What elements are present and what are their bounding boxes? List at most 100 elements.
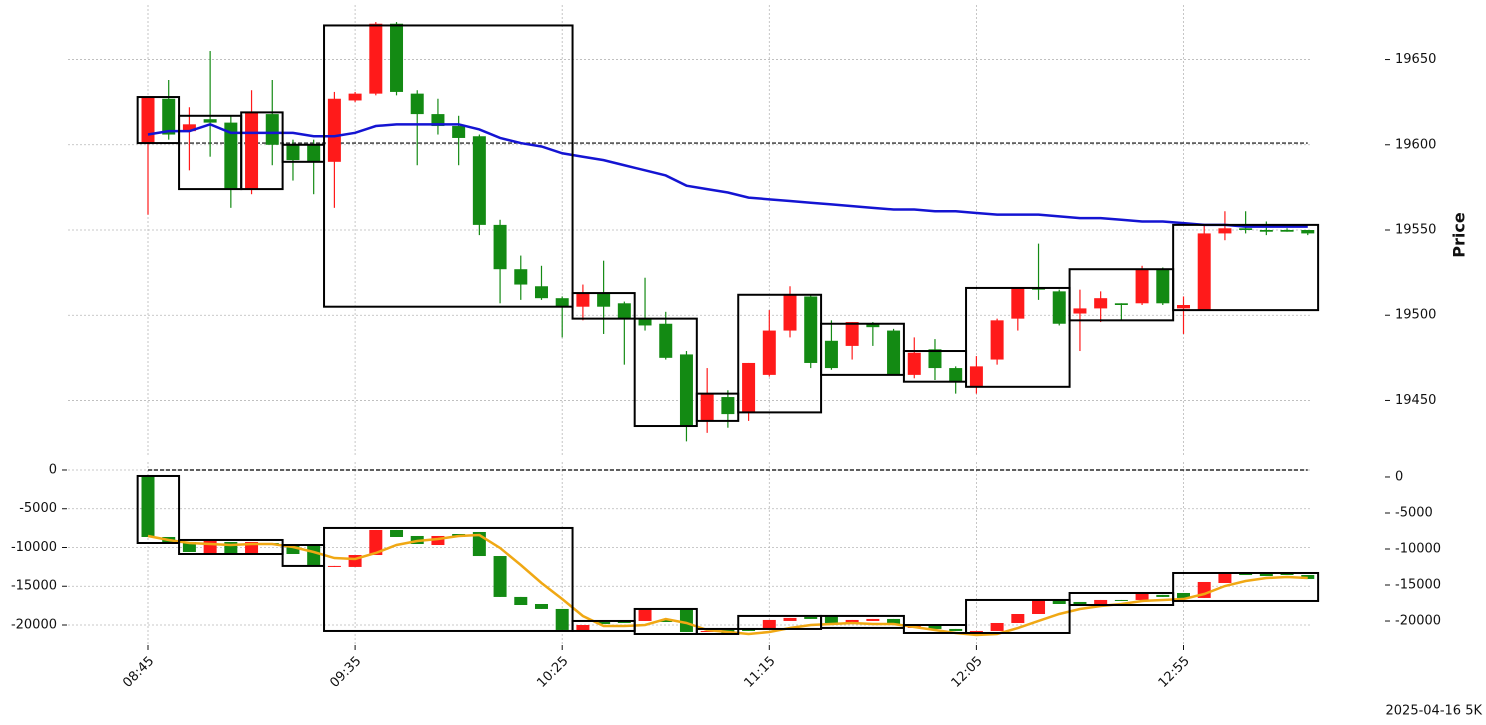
candle-body	[410, 93, 424, 115]
candle-body	[990, 320, 1004, 360]
candle-body	[845, 619, 859, 623]
candle-body	[182, 124, 196, 132]
candle-body	[286, 545, 300, 555]
y-axis-label: Price	[1450, 212, 1469, 258]
y-tick-label: 19550	[1395, 223, 1436, 238]
candle-body	[203, 119, 217, 123]
y-tick-label: 19600	[1395, 137, 1436, 152]
candle-body	[1239, 228, 1253, 230]
candle-body	[1052, 291, 1066, 324]
candle-body	[990, 622, 1004, 631]
candle-body	[162, 98, 176, 135]
range-box	[1172, 571, 1320, 602]
candle-body	[307, 545, 321, 566]
candle-body	[887, 330, 901, 375]
range-box	[965, 286, 1071, 388]
candle-body	[431, 535, 445, 546]
x-tick-label: 09:35	[327, 654, 364, 691]
candle-body	[638, 608, 652, 621]
candle-body	[472, 136, 486, 225]
candle-body	[742, 628, 756, 631]
candle-body	[824, 340, 838, 369]
candle-body	[1114, 599, 1128, 601]
candle-body	[887, 618, 901, 624]
candle-body	[721, 397, 735, 415]
candle-body	[224, 541, 238, 553]
candle-body	[286, 144, 300, 161]
line-series	[147, 122, 1308, 228]
candle-body	[369, 529, 383, 556]
candle-body	[1011, 287, 1025, 319]
x-tick-label: 12:05	[949, 654, 986, 691]
candle-body	[679, 354, 693, 427]
candle-body	[845, 322, 859, 346]
candle-body	[762, 619, 776, 629]
footer: 2025-04-16 5K	[1386, 704, 1483, 719]
y2-tick-label: -10000	[1395, 541, 1441, 556]
candle-body	[1114, 303, 1128, 305]
candle-body	[245, 541, 259, 553]
range-box	[820, 322, 905, 376]
candle-body	[493, 556, 507, 597]
candle-body	[638, 318, 652, 326]
candle-body	[369, 23, 383, 94]
candle-body	[390, 529, 404, 537]
candle-body	[1032, 599, 1046, 614]
candle-body	[1239, 572, 1253, 576]
candle-body	[1094, 298, 1108, 309]
candle-body	[348, 93, 362, 101]
candle-body	[1177, 305, 1190, 309]
candle-body	[1218, 574, 1232, 583]
y-tick-label: 19650	[1395, 52, 1436, 67]
candle-body	[1011, 613, 1025, 623]
range-box	[323, 24, 574, 308]
candle-body	[141, 97, 155, 144]
candle-body	[245, 112, 259, 190]
candle-body	[1156, 594, 1170, 597]
candle-body	[265, 114, 279, 145]
candle-body	[514, 596, 528, 606]
candle-body	[1052, 599, 1066, 604]
candle-body	[555, 298, 569, 307]
candle-body	[555, 608, 569, 630]
candle-body	[1135, 269, 1149, 304]
candle-body	[1073, 601, 1087, 604]
candle-body	[348, 555, 362, 567]
candle-body	[534, 286, 548, 299]
range-box	[571, 292, 636, 320]
candle-body	[659, 323, 673, 358]
candle-body	[534, 603, 548, 609]
candle-body	[928, 625, 942, 629]
candle-body	[182, 541, 196, 552]
candle-body	[597, 293, 611, 307]
candle-body	[783, 294, 797, 331]
candle-body	[969, 630, 983, 633]
x-tick-label: 08:45	[120, 654, 157, 691]
range-box	[633, 317, 698, 428]
candle-body	[700, 630, 714, 632]
candle-body	[824, 615, 838, 623]
candle-body	[1094, 599, 1108, 606]
candle-body	[928, 349, 942, 369]
candle-body	[1156, 269, 1170, 304]
candle-body	[452, 126, 466, 138]
candle-body	[1259, 572, 1273, 577]
y-tick-label: -10000	[11, 540, 57, 555]
range-box	[965, 598, 1071, 634]
range-box	[633, 607, 698, 635]
candle-body	[307, 144, 321, 162]
candle-body	[1197, 233, 1211, 311]
y-tick-label: -15000	[11, 579, 57, 594]
y-tick-label: 0	[49, 462, 57, 477]
x-tick-label: 12:55	[1156, 654, 1193, 691]
candle-body	[907, 352, 921, 375]
candle-body	[949, 368, 963, 382]
candle-body	[1218, 228, 1232, 234]
candle-body	[327, 565, 341, 567]
candle-body	[1177, 592, 1190, 598]
candle-body	[866, 618, 880, 621]
candle-body	[1301, 230, 1315, 234]
candle-body	[1135, 592, 1149, 600]
candle-body	[1073, 308, 1087, 314]
